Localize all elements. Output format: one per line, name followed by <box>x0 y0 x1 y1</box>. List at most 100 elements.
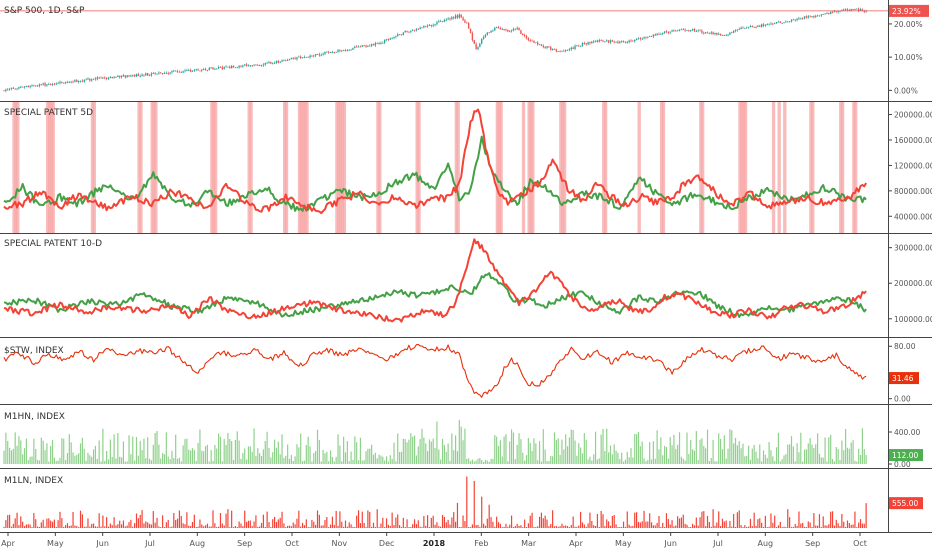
candle-body <box>727 34 729 36</box>
candle-body <box>83 79 85 82</box>
candle-body <box>788 21 791 23</box>
volume-bar <box>122 520 125 528</box>
volume-bar <box>721 449 724 464</box>
candle-body <box>434 24 436 26</box>
candle-body <box>675 30 677 32</box>
volume-bar <box>163 454 166 464</box>
candle-body <box>234 67 237 69</box>
volume-bar <box>72 452 74 464</box>
series-line <box>3 238 867 323</box>
candle-body <box>854 8 856 10</box>
volume-bar <box>639 522 641 528</box>
candle-body <box>807 16 809 18</box>
volume-bar <box>438 526 440 528</box>
volume-bar <box>158 526 160 528</box>
volume-bar <box>393 525 395 528</box>
volume-bar <box>361 460 363 464</box>
volume-bar <box>115 458 117 464</box>
volume-bar <box>787 444 789 464</box>
candle-body <box>327 51 330 53</box>
candle-body <box>740 27 742 29</box>
volume-bar <box>617 527 619 528</box>
volume-bar <box>134 460 136 464</box>
volume-bar <box>432 438 434 464</box>
volume-bar <box>768 526 770 528</box>
volume-bar <box>318 514 320 528</box>
candle-body <box>469 28 472 33</box>
candle-body <box>16 88 18 90</box>
volume-bar <box>210 526 212 528</box>
volume-bar <box>800 432 802 464</box>
volume-bar <box>199 429 201 464</box>
candle-body <box>91 79 93 81</box>
volume-bar <box>305 444 307 464</box>
candle-body <box>453 17 455 19</box>
candle-body <box>307 56 309 58</box>
volume-bar <box>650 459 653 464</box>
volume-bar <box>733 513 735 528</box>
volume-bar <box>669 436 671 464</box>
volume-bar <box>565 434 567 464</box>
candle-body <box>505 29 507 31</box>
volume-bar <box>731 430 733 464</box>
candle-body <box>680 29 683 31</box>
candle-body <box>421 27 423 29</box>
last-value-box-bar <box>889 497 923 510</box>
volume-bar <box>719 526 722 528</box>
candle-body <box>665 31 668 33</box>
volume-bar <box>329 524 332 528</box>
volume-bar <box>324 453 326 464</box>
volume-bar <box>296 444 298 464</box>
volume-bar <box>216 526 218 528</box>
volume-bar <box>160 458 162 464</box>
volume-bar <box>736 512 738 528</box>
candle-body <box>537 42 539 45</box>
candle-body <box>14 88 16 90</box>
volume-bar <box>794 524 796 528</box>
candle-body <box>165 73 168 74</box>
volume-bar <box>292 460 294 464</box>
candle-body <box>764 24 767 26</box>
volume-bar <box>178 510 181 528</box>
volume-bar <box>710 526 712 528</box>
volume-bar <box>139 514 141 528</box>
candle-body <box>719 33 722 36</box>
volume-bar <box>367 510 369 528</box>
candle-body <box>691 29 694 31</box>
volume-bar <box>451 517 453 528</box>
volume-bar <box>109 439 111 464</box>
candle-body <box>770 23 772 25</box>
volume-bar <box>535 443 537 464</box>
volume-bar <box>753 512 755 528</box>
candle-body <box>359 46 362 48</box>
candle-body <box>794 19 796 21</box>
candle-body <box>509 31 511 33</box>
volume-bar <box>747 445 750 464</box>
volume-bar <box>460 527 462 528</box>
candle-body <box>796 19 798 21</box>
candle-body <box>818 15 821 17</box>
candle-body <box>94 78 97 80</box>
volume-bar <box>371 444 373 464</box>
volume-bar <box>594 431 597 464</box>
candle-body <box>324 52 326 54</box>
volume-bar <box>236 526 238 528</box>
volume-bar <box>736 445 738 464</box>
volume-bar <box>126 525 128 528</box>
volume-bar <box>89 455 91 464</box>
y-tick-label: 20.00% <box>894 20 923 29</box>
volume-bar <box>608 452 610 464</box>
highlight-band <box>743 102 748 233</box>
candle-body <box>436 22 438 25</box>
volume-bar <box>830 511 832 528</box>
volume-bar <box>91 523 93 528</box>
volume-bar <box>387 524 390 528</box>
volume-bar <box>761 461 763 464</box>
volume-bar <box>387 461 390 464</box>
candle-body <box>283 60 285 62</box>
candle-body <box>790 19 793 22</box>
volume-bar <box>421 428 423 464</box>
volume-bar <box>443 516 445 528</box>
candle-body <box>273 63 276 64</box>
volume-bar <box>415 524 418 528</box>
